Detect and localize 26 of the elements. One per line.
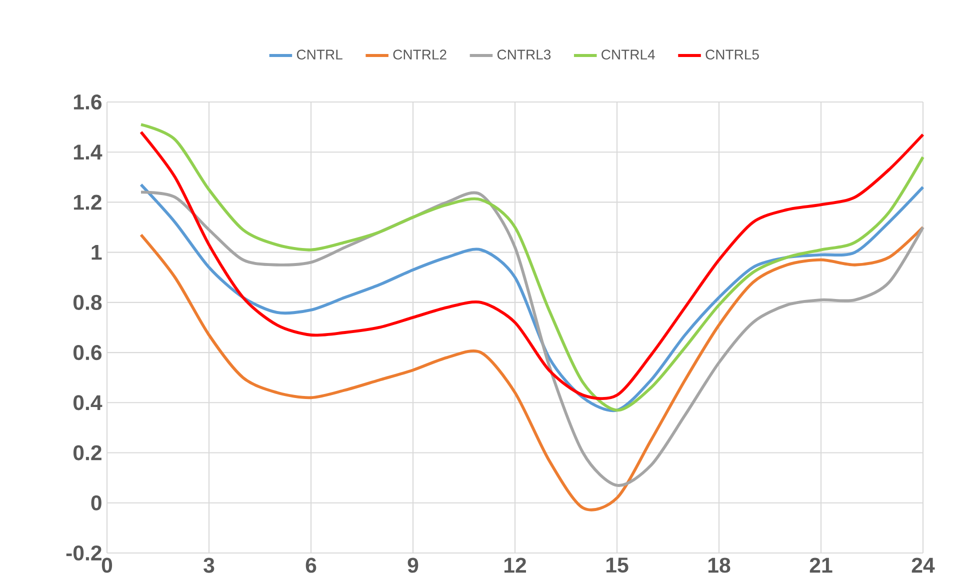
x-tick-label: 24: [912, 558, 935, 573]
y-tick-label: 0: [91, 495, 102, 510]
x-tick-label: 15: [606, 558, 628, 573]
x-tick-label: 18: [708, 558, 730, 573]
line-series: [140, 183, 924, 412]
y-tick-label: 0.6: [73, 345, 102, 360]
y-tick-label: 0.2: [73, 445, 102, 460]
x-tick-label: 21: [810, 558, 832, 573]
y-tick-label: 1: [92, 244, 102, 260]
x-tick-label: 3: [204, 558, 214, 573]
x-tick-label: 0: [102, 558, 112, 573]
y-tick-label: 1.4: [74, 144, 102, 160]
y-tick-label: 1.6: [74, 94, 102, 110]
y-tick-label: -0.2: [66, 545, 102, 561]
x-tick-label: 6: [306, 558, 316, 573]
y-tick-label: 0.4: [73, 395, 102, 410]
legend-label: CNTRL3: [497, 50, 551, 60]
line-series: [140, 190, 924, 487]
y-tick-label: 0.8: [73, 294, 102, 310]
x-tick-label: 9: [408, 558, 418, 573]
x-tick-label: 12: [504, 558, 526, 573]
legend-label: CNTRL4: [602, 50, 655, 60]
legend-label: CNTRL2: [393, 50, 446, 60]
legend-label: CNTRL5: [706, 50, 759, 60]
legend-label: CNTRL: [296, 50, 342, 60]
y-tick-label: 1.2: [74, 194, 102, 210]
